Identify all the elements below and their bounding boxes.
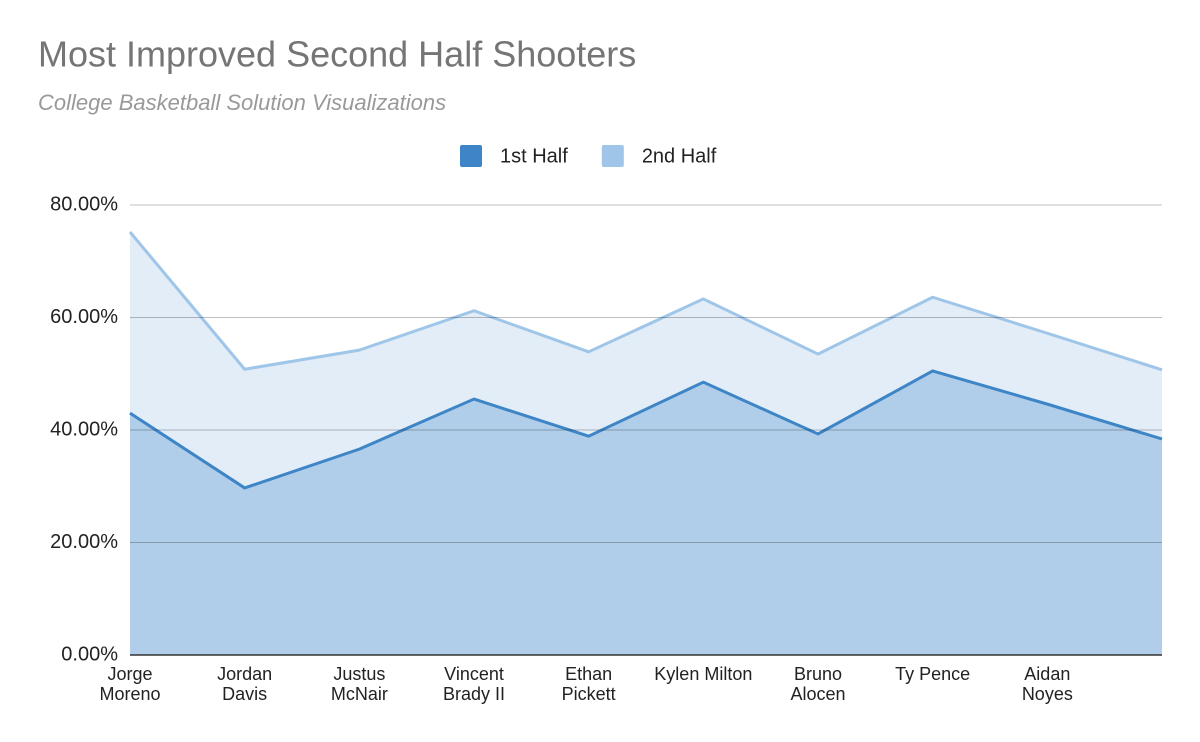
y-tick-label: 60.00% — [50, 306, 118, 328]
x-tick-label: Kylen Milton — [654, 664, 753, 684]
y-tick-label: 80.00% — [50, 193, 118, 215]
x-tick-label: Bruno Alocen — [790, 664, 846, 704]
y-tick-label: 40.00% — [50, 418, 118, 440]
x-tick-label: Aidan Noyes — [1021, 664, 1073, 704]
legend-swatch — [601, 145, 624, 167]
x-tick-label: Vincent Brady II — [442, 664, 506, 704]
y-tick-label: 0.00% — [61, 643, 118, 665]
chart-title: Most Improved Second Half Shooters — [38, 34, 636, 75]
x-tick-label: Justus McNair — [330, 664, 388, 704]
area-fill — [130, 232, 1162, 655]
x-tick-label: Jordan Davis — [217, 664, 273, 704]
x-tick-label: Jorge Moreno — [99, 664, 161, 704]
x-tick-label: Ethan Pickett — [561, 664, 616, 704]
legend-label: 1st Half — [500, 145, 568, 167]
legend-label: 2nd Half — [642, 145, 717, 167]
y-tick-label: 20.00% — [50, 531, 118, 553]
legend-swatch — [460, 145, 482, 167]
chart-subtitle: College Basketball Solution Visualizatio… — [38, 90, 446, 115]
x-tick-label: Ty Pence — [895, 664, 971, 684]
series-line — [129, 369, 1163, 490]
area-fill — [130, 370, 1162, 655]
series-line — [128, 231, 1163, 372]
